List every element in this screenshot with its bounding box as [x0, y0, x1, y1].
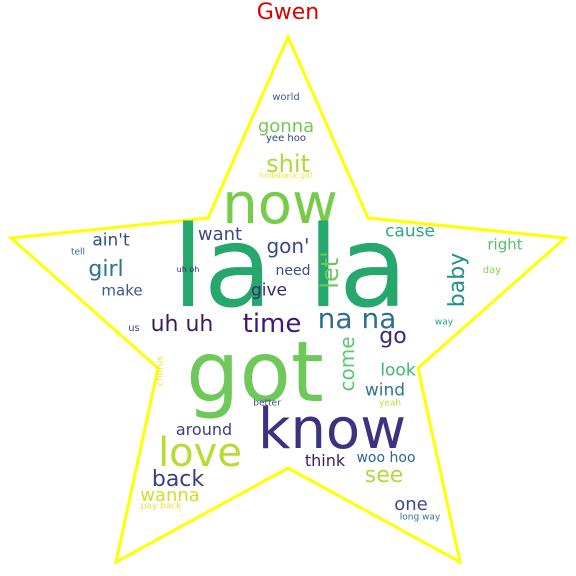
cloud-word: shit — [266, 150, 310, 178]
cloud-word: na na — [317, 302, 397, 335]
cloud-word: pay back — [140, 501, 182, 512]
cloud-word: let' — [316, 251, 344, 289]
cloud-word: now — [222, 172, 338, 237]
cloud-word: uh uh — [150, 312, 214, 337]
cloud-word: got — [186, 323, 324, 421]
cloud-word: uh oh — [176, 265, 200, 274]
cloud-word: make — [101, 281, 143, 300]
cloud-word: baby — [445, 252, 470, 308]
cloud-word: around — [175, 420, 233, 439]
cloud-word: day — [482, 265, 502, 276]
cloud-word: us — [128, 323, 140, 334]
cloud-word: time — [242, 309, 302, 339]
star-polygon — [7, 33, 569, 565]
cloud-word: yee hoo — [266, 133, 306, 144]
cloud-word: give — [250, 280, 288, 301]
cloud-word: love — [158, 430, 242, 476]
cloud-word: cause — [385, 221, 435, 242]
cloud-word: ain't — [92, 230, 130, 251]
cloud-word: want — [197, 224, 243, 245]
cloud-word: long way — [399, 512, 441, 523]
cloud-word: chorus — [155, 355, 166, 387]
cloud-word: world — [272, 92, 300, 103]
cloud-word: wanna — [140, 485, 200, 506]
cloud-word: gon' — [266, 234, 310, 258]
cloud-word: tell — [70, 247, 86, 258]
cloud-word: look — [380, 360, 416, 381]
cloud-word: go — [379, 324, 407, 349]
cloud-word: better — [253, 398, 281, 409]
cloud-word: right — [487, 235, 523, 254]
cloud-word: wind — [364, 380, 406, 401]
cloud-word: see — [364, 463, 404, 488]
cloud-word: woo hoo — [356, 450, 416, 466]
cloud-word: girl — [88, 257, 124, 282]
cloud-word: la la — [172, 203, 408, 333]
cloud-word: think — [304, 451, 346, 470]
cloud-word: yeah — [378, 398, 402, 409]
cloud-word: hollaback girl — [259, 171, 313, 180]
cloud-word: way — [434, 317, 454, 328]
cloud-word: come — [335, 336, 359, 392]
cloud-word: one — [394, 494, 428, 515]
cloud-word: gonna — [257, 116, 315, 137]
cloud-word: back — [151, 467, 205, 492]
cloud-word: know — [258, 397, 406, 462]
cloud-word: need — [275, 263, 311, 279]
page-title: Gwen — [256, 0, 320, 25]
